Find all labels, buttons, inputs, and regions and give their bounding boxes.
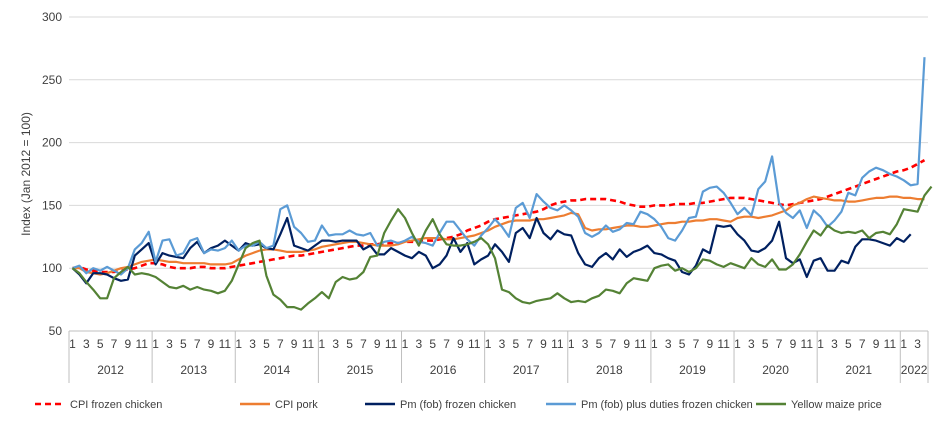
x-tick-label: 7: [859, 337, 866, 351]
x-tick-label: 5: [845, 337, 852, 351]
x-year-label: 2019: [679, 363, 706, 377]
x-tick-label: 1: [235, 337, 242, 351]
x-year-label: 2014: [263, 363, 290, 377]
x-tick-label: 9: [208, 337, 215, 351]
legend: CPI frozen chicken CPI pork Pm (fob) froze…: [35, 399, 882, 411]
x-year-label: 2020: [762, 363, 789, 377]
x-tick-label: 9: [706, 337, 713, 351]
x-tick-label: 11: [801, 337, 814, 351]
legend-label: CPI pork: [275, 399, 318, 411]
x-tick-label: 5: [679, 337, 686, 351]
x-tick-label: 9: [291, 337, 298, 351]
x-tick-label: 11: [136, 337, 149, 351]
x-tick-label: 7: [693, 337, 700, 351]
x-tick-label: 7: [194, 337, 201, 351]
x-tick-label: 5: [429, 337, 436, 351]
x-tick-label: 5: [512, 337, 519, 351]
x-year-label: 2021: [845, 363, 872, 377]
x-tick-label: 11: [385, 337, 398, 351]
x-year-label: 2012: [97, 363, 124, 377]
legend-label: CPI frozen chicken: [70, 399, 162, 411]
x-tick-label: 3: [831, 337, 838, 351]
x-tick-label: 3: [748, 337, 755, 351]
y-tick-label: 50: [49, 324, 63, 338]
x-year-label: 2015: [347, 363, 374, 377]
x-tick-label: 1: [651, 337, 658, 351]
series-line-3: [72, 57, 926, 276]
x-tick-label: 5: [346, 337, 353, 351]
x-tick-label: 7: [443, 337, 450, 351]
gridlines: [69, 16, 928, 332]
x-tick-label: 5: [596, 337, 603, 351]
x-tick-label: 1: [817, 337, 824, 351]
x-tick-label: 1: [485, 337, 492, 351]
legend-label: Pm (fob) plus duties frozen chicken: [581, 399, 753, 411]
x-year-label: 2017: [513, 363, 540, 377]
series-lines: [71, 57, 933, 311]
x-tick-label: 9: [540, 337, 547, 351]
y-tick-label: 100: [42, 261, 62, 275]
x-tick-label: 5: [762, 337, 769, 351]
x-tick-label: 9: [790, 337, 797, 351]
x-tick-label: 1: [568, 337, 575, 351]
x-tick-label: 3: [166, 337, 173, 351]
x-axis: 1 3 5 7 9 11 1 3 5 7 9 11 1 3 5 7 9 11 1 3 5 7 9 11 1 3 5 7 9 11 1 3 5 7 9…: [68, 330, 929, 383]
x-tick-label: 1: [319, 337, 326, 351]
x-tick-label: 3: [332, 337, 339, 351]
x-tick-label: 3: [415, 337, 422, 351]
y-tick-label: 200: [42, 136, 62, 150]
y-axis: 50 100 150 200 250 300: [42, 10, 62, 338]
y-tick-label: 300: [42, 10, 62, 24]
x-year-label: 2016: [430, 363, 457, 377]
legend-label: Pm (fob) frozen chicken: [400, 399, 516, 411]
x-tick-label: 3: [582, 337, 589, 351]
x-year-label: 2013: [180, 363, 207, 377]
x-tick-label: 11: [468, 337, 481, 351]
series-line-0: [72, 159, 926, 274]
x-tick-label: 11: [219, 337, 232, 351]
x-tick-label: 7: [776, 337, 783, 351]
x-tick-label: 3: [914, 337, 921, 351]
x-tick-label: 5: [263, 337, 270, 351]
series-line-1: [72, 195, 925, 276]
y-tick-label: 250: [42, 73, 62, 87]
x-tick-label: 11: [551, 337, 564, 351]
x-tick-label: 9: [873, 337, 880, 351]
y-axis-title: Index (Jan 2012 = 100): [19, 112, 33, 236]
x-tick-label: 1: [734, 337, 741, 351]
x-tick-label: 9: [623, 337, 630, 351]
x-year-label: 2022: [901, 363, 928, 377]
legend-label: Yellow maize price: [791, 399, 882, 411]
x-tick-label: 11: [302, 337, 315, 351]
x-tick-label: 3: [665, 337, 672, 351]
x-tick-label: 7: [111, 337, 118, 351]
x-tick-label: 9: [374, 337, 381, 351]
series-line-4: [71, 185, 933, 311]
y-tick-label: 150: [42, 198, 62, 212]
x-year-label: 2018: [596, 363, 623, 377]
x-tick-label: 3: [249, 337, 256, 351]
x-tick-label: 3: [83, 337, 90, 351]
x-tick-label: 7: [360, 337, 367, 351]
x-tick-label: 7: [609, 337, 616, 351]
x-tick-label: 11: [717, 337, 730, 351]
x-tick-label: 1: [69, 337, 76, 351]
x-tick-label: 5: [180, 337, 187, 351]
x-tick-label: 9: [457, 337, 464, 351]
x-tick-label: 1: [152, 337, 159, 351]
x-tick-label: 1: [900, 337, 907, 351]
x-tick-label: 1: [402, 337, 409, 351]
x-tick-label: 11: [634, 337, 647, 351]
x-tick-label: 5: [97, 337, 104, 351]
x-tick-label: 7: [526, 337, 533, 351]
x-tick-label: 3: [499, 337, 506, 351]
x-tick-label: 7: [277, 337, 284, 351]
x-tick-label: 9: [125, 337, 132, 351]
x-tick-label: 11: [884, 337, 897, 351]
